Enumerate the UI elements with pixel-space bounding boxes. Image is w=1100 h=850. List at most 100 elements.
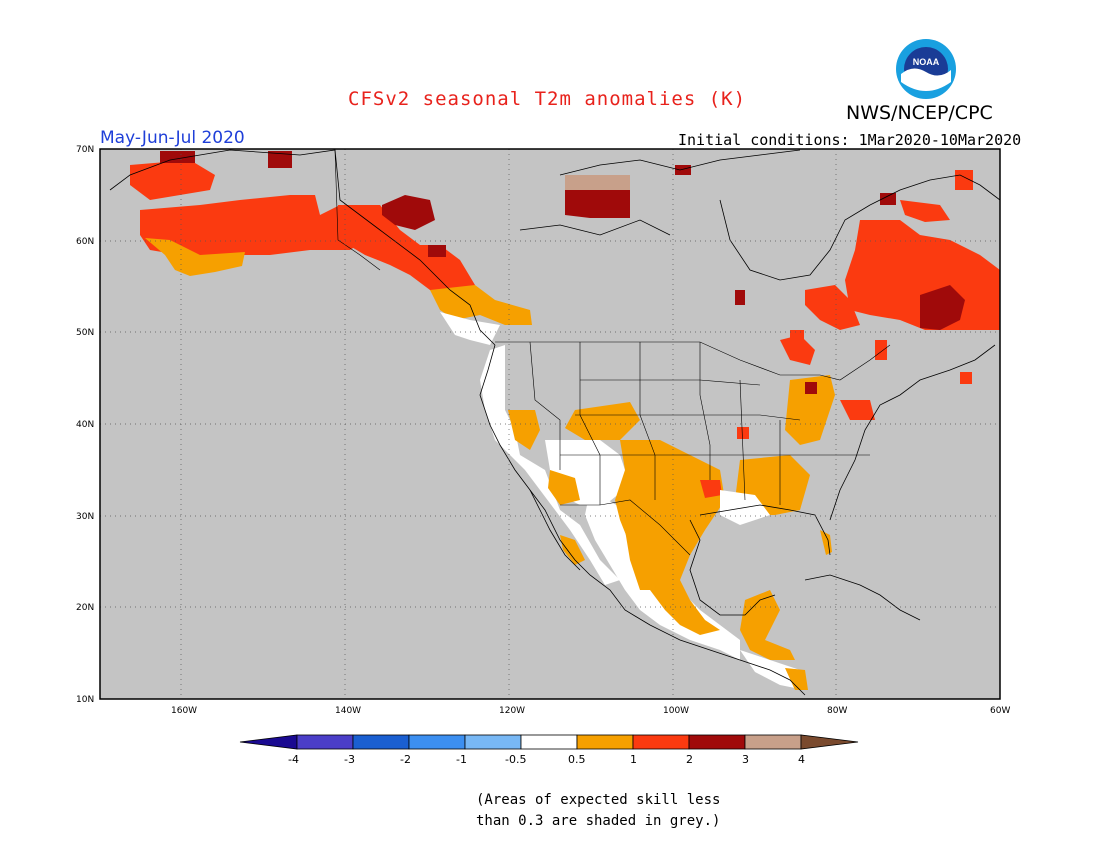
borders: [334, 149, 891, 556]
patch-gl-dark: [805, 382, 817, 394]
border-states-3: [639, 342, 656, 500]
lon-label-160: 160W: [171, 706, 197, 716]
patch-ne-red: [840, 400, 875, 420]
patch-wus-orange2: [565, 402, 640, 440]
patch-alaska-red: [130, 160, 215, 200]
lon-label-80: 80W: [827, 706, 847, 716]
patch-wus-orange3: [548, 470, 580, 505]
lat-axis-labels: 70N 60N 50N 40N 30N 20N 10N: [76, 145, 94, 705]
coast-hudson: [719, 199, 871, 281]
coast-baja: [529, 489, 581, 571]
border-us-mexico: [560, 499, 691, 556]
border-states-1: [529, 341, 561, 470]
patch-alaska-orange: [145, 238, 245, 276]
cb-seg-5: [520, 734, 578, 750]
patch-nb-red: [875, 340, 887, 360]
lon-axis-labels: 160W 140W 120W 100W 80W 60W: [171, 706, 1010, 716]
lat-label-60: 60N: [76, 237, 94, 247]
patch-lab-dark: [880, 193, 896, 205]
patch-hudson-dark: [735, 290, 745, 305]
patch-bc-white: [440, 312, 500, 345]
cb-label-4: -1: [456, 753, 467, 766]
patch-yukon-red: [338, 205, 475, 305]
lat-label-50: 50N: [76, 328, 94, 338]
border-us-canada: [495, 341, 891, 381]
cb-label-6: 0.5: [568, 753, 586, 766]
patch-ca-orange2: [785, 668, 808, 690]
coast-alaska: [109, 149, 496, 346]
patch-mid-red: [737, 427, 749, 439]
noaa-logo: NOAA: [896, 39, 956, 99]
cb-label-7: 1: [630, 753, 637, 766]
coast-gulf: [689, 519, 776, 616]
patch-ca-white: [740, 650, 805, 690]
skill-note-line2: than 0.3 are shaded in grey.): [476, 813, 721, 829]
patch-bc-orange: [430, 285, 532, 325]
lat-label-10: 10N: [76, 695, 94, 705]
coastlines: [109, 149, 1001, 696]
cb-seg-2: [352, 734, 410, 750]
anomaly-patches: [130, 151, 1000, 690]
cb-label-10: 4: [798, 753, 805, 766]
patch-nf2-red: [960, 372, 972, 384]
map-frame: [99, 148, 1001, 700]
cb-arrow-left: [239, 734, 298, 750]
skill-note: (Areas of expected skill less than 0.3 a…: [476, 790, 720, 832]
cb-seg-7: [632, 734, 690, 750]
lon-label-60: 60W: [990, 706, 1010, 716]
skill-note-line1: (Areas of expected skill less: [476, 792, 721, 808]
coast-east: [829, 344, 996, 521]
border-states-8: [739, 379, 746, 501]
patch-qc-dark: [920, 285, 965, 330]
border-states-2: [579, 342, 601, 505]
cb-seg-9: [744, 734, 802, 750]
coast-west: [479, 344, 806, 696]
coast-gulf-north: [699, 504, 831, 556]
patch-qc-red2: [805, 285, 860, 330]
gridlines: [100, 149, 1000, 699]
cb-seg-1: [296, 734, 354, 750]
cb-label-1: -4: [288, 753, 299, 766]
agency-label: NWS/NCEP/CPC: [846, 102, 993, 124]
border-alaska: [334, 149, 381, 271]
cb-label-5: -0.5: [505, 753, 526, 766]
coast-arctic1: [559, 149, 801, 176]
lon-label-140: 140W: [335, 706, 361, 716]
lon-label-100: 100W: [663, 706, 689, 716]
border-states-4: [699, 342, 711, 480]
patch-yukon-dark: [382, 195, 435, 230]
patch-alaska-red2: [140, 195, 380, 258]
lat-label-20: 20N: [76, 603, 94, 613]
patch-bc-dark: [428, 245, 446, 257]
cb-arrow-right: [800, 734, 859, 750]
cb-seg-8: [688, 734, 746, 750]
forecast-period: May-Jun-Jul 2020: [100, 128, 245, 148]
patch-texas-red: [700, 480, 722, 498]
lon-label-120: 120W: [499, 706, 525, 716]
patch-ca-orange: [740, 590, 795, 660]
patch-wus-orange1: [508, 410, 540, 450]
patch-wus-white: [480, 345, 620, 585]
patch-lab-red: [900, 200, 950, 222]
patch-arctic-dark: [565, 190, 630, 218]
chart-title: CFSv2 seasonal T2m anomalies (K): [348, 88, 747, 110]
patch-wus-orange4: [560, 535, 585, 565]
patch-gl-orange: [785, 375, 835, 445]
patch-arctic-small: [675, 165, 691, 175]
noaa-logo-text: NOAA: [913, 57, 940, 67]
lat-label-40: 40N: [76, 420, 94, 430]
lat-label-30: 30N: [76, 512, 94, 522]
border-states-6: [575, 414, 801, 421]
patch-gl-red: [780, 335, 815, 365]
coast-cuba: [804, 574, 921, 621]
cb-label-3: -2: [400, 753, 411, 766]
patch-alaska-dark2: [268, 151, 292, 168]
initial-conditions: Initial conditions: 1Mar2020-10Mar2020: [678, 131, 1022, 149]
colorbar: -4 -3 -2 -1 -0.5 0.5 1 2 3 4: [239, 734, 859, 766]
cb-seg-6: [576, 734, 634, 750]
cb-label-2: -3: [344, 753, 355, 766]
coast-arctic2: [519, 219, 671, 236]
coast-labrador: [869, 174, 1001, 206]
cb-seg-3: [408, 734, 466, 750]
